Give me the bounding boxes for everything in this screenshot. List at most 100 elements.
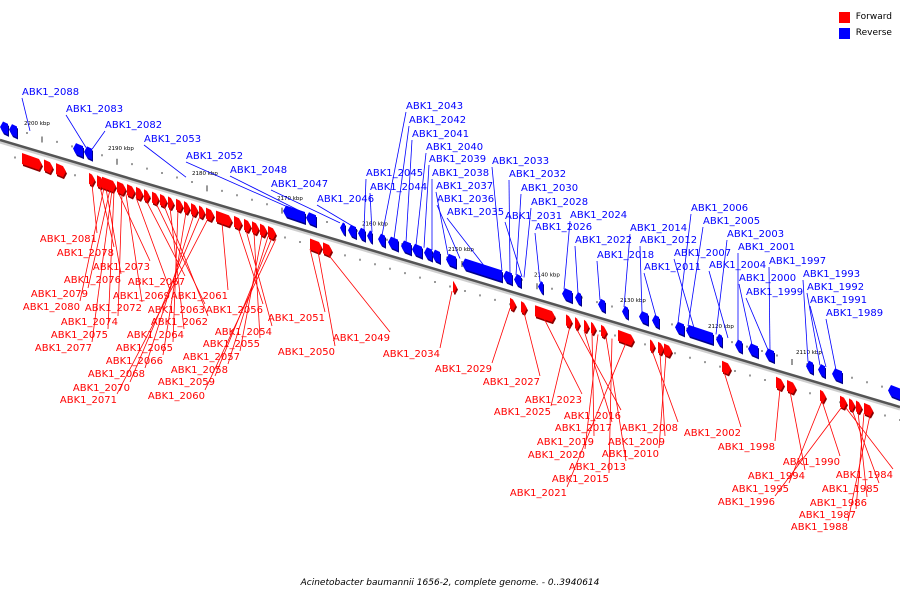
gene-label: ABK1_2067 bbox=[128, 277, 185, 288]
gene-label: ABK1_2053 bbox=[144, 134, 201, 145]
gene-label: ABK1_2006 bbox=[691, 203, 748, 214]
gene-label: ABK1_1998 bbox=[718, 442, 775, 453]
gene-label: ABK1_1996 bbox=[718, 497, 775, 508]
leader-line bbox=[245, 229, 273, 327]
leader-line bbox=[738, 283, 753, 346]
gene-label: ABK1_2088 bbox=[22, 87, 79, 98]
gene-label: ABK1_2028 bbox=[531, 197, 588, 208]
legend-reverse-label: Reverse bbox=[855, 28, 892, 38]
gene-label: ABK1_2030 bbox=[521, 183, 578, 194]
leader-line bbox=[65, 114, 87, 148]
gene-label: ABK1_2076 bbox=[64, 275, 121, 286]
gene-label: ABK1_1992 bbox=[807, 282, 864, 293]
gene-label: ABK1_2039 bbox=[429, 154, 486, 165]
scale-label: 2190 kbp bbox=[108, 146, 134, 152]
leader-line bbox=[491, 308, 511, 364]
leader-line bbox=[21, 97, 31, 131]
gene-label: ABK1_2046 bbox=[317, 194, 374, 205]
gene-arrow bbox=[310, 238, 322, 254]
gene-label: ABK1_2068 bbox=[88, 369, 145, 380]
leader-line bbox=[415, 152, 427, 246]
leader-line bbox=[768, 266, 771, 351]
gene-label: ABK1_2008 bbox=[621, 423, 678, 434]
gene-arrow bbox=[716, 333, 722, 347]
gene-label: ABK1_2073 bbox=[93, 262, 150, 273]
leader-line bbox=[393, 125, 410, 239]
gene-label: ABK1_2081 bbox=[40, 234, 97, 245]
gene-label: ABK1_2036 bbox=[437, 194, 494, 205]
gene-arrow bbox=[601, 324, 607, 338]
gene-arrow bbox=[9, 124, 17, 138]
reverse-swatch bbox=[838, 27, 850, 39]
leader-line bbox=[439, 291, 453, 349]
leader-line bbox=[659, 352, 666, 437]
gene-arrow bbox=[412, 243, 422, 258]
gene-label: ABK1_2057 bbox=[183, 352, 240, 363]
leader-line bbox=[91, 130, 106, 150]
gene-arrow bbox=[127, 184, 135, 198]
leader-line bbox=[845, 407, 894, 470]
gene-arrow bbox=[562, 288, 572, 303]
gene-arrow bbox=[358, 227, 365, 241]
gene-arrow bbox=[575, 317, 580, 330]
leader-line bbox=[523, 207, 532, 278]
gene-label: ABK1_1985 bbox=[822, 484, 879, 495]
gene-arrow bbox=[453, 280, 457, 294]
gene-arrow bbox=[658, 341, 664, 355]
leader-line bbox=[789, 391, 806, 471]
gene-label: ABK1_2078 bbox=[57, 248, 114, 259]
leader-line bbox=[639, 245, 643, 313]
gene-label: ABK1_2062 bbox=[151, 317, 208, 328]
backbone-shadow bbox=[0, 140, 900, 411]
gene-arrow bbox=[56, 163, 66, 178]
backbone-line bbox=[0, 138, 900, 409]
gene-label: ABK1_2055 bbox=[203, 339, 260, 350]
gene-label: ABK1_2019 bbox=[537, 437, 594, 448]
leader-line bbox=[575, 327, 622, 411]
gene-arrow bbox=[575, 292, 581, 305]
leader-line bbox=[185, 161, 291, 209]
leader-line bbox=[91, 190, 113, 343]
leader-line bbox=[363, 178, 367, 231]
leader-line bbox=[591, 332, 595, 437]
leader-line bbox=[204, 238, 277, 391]
leader-line bbox=[237, 227, 264, 305]
gene-arrow bbox=[401, 240, 411, 255]
legend: Forward Reverse bbox=[838, 9, 892, 41]
leader-line bbox=[508, 179, 511, 274]
gene-label: ABK1_1997 bbox=[769, 256, 826, 267]
leader-line bbox=[405, 139, 413, 243]
gene-label: ABK1_2049 bbox=[333, 333, 390, 344]
gene-label: ABK1_2015 bbox=[552, 474, 609, 485]
gene-label: ABK1_2069 bbox=[113, 291, 170, 302]
gene-arrow bbox=[84, 146, 92, 160]
gene-arrow bbox=[206, 207, 214, 221]
leader-line bbox=[584, 334, 599, 450]
gene-label: ABK1_2035 bbox=[447, 207, 504, 218]
gene-arrow bbox=[244, 218, 251, 232]
leader-line bbox=[446, 217, 485, 266]
gene-label: ABK1_2014 bbox=[630, 223, 687, 234]
gene-label: ABK1_1994 bbox=[748, 471, 805, 482]
gene-arrow bbox=[787, 379, 796, 394]
leader-line bbox=[423, 164, 430, 248]
gene-label: ABK1_2048 bbox=[230, 165, 287, 176]
leader-line bbox=[673, 258, 695, 328]
gene-arrow bbox=[234, 215, 242, 230]
gene-arrow bbox=[22, 153, 42, 170]
leader-line bbox=[788, 400, 823, 484]
leader-line bbox=[550, 326, 571, 407]
gene-label: ABK1_2082 bbox=[105, 120, 162, 131]
legend-reverse: Reverse bbox=[838, 25, 892, 41]
gene-label: ABK1_2080 bbox=[23, 302, 80, 313]
gene-label: ABK1_2002 bbox=[684, 428, 741, 439]
leader-line bbox=[253, 232, 261, 339]
gene-label: ABK1_2013 bbox=[569, 462, 626, 473]
gene-arrow bbox=[152, 191, 159, 205]
leader-line bbox=[87, 189, 111, 289]
leader-line bbox=[116, 218, 209, 395]
gene-label: ABK1_2027 bbox=[483, 377, 540, 388]
scale-label: 2120 kbp bbox=[708, 324, 734, 330]
gene-arrow bbox=[168, 196, 174, 210]
